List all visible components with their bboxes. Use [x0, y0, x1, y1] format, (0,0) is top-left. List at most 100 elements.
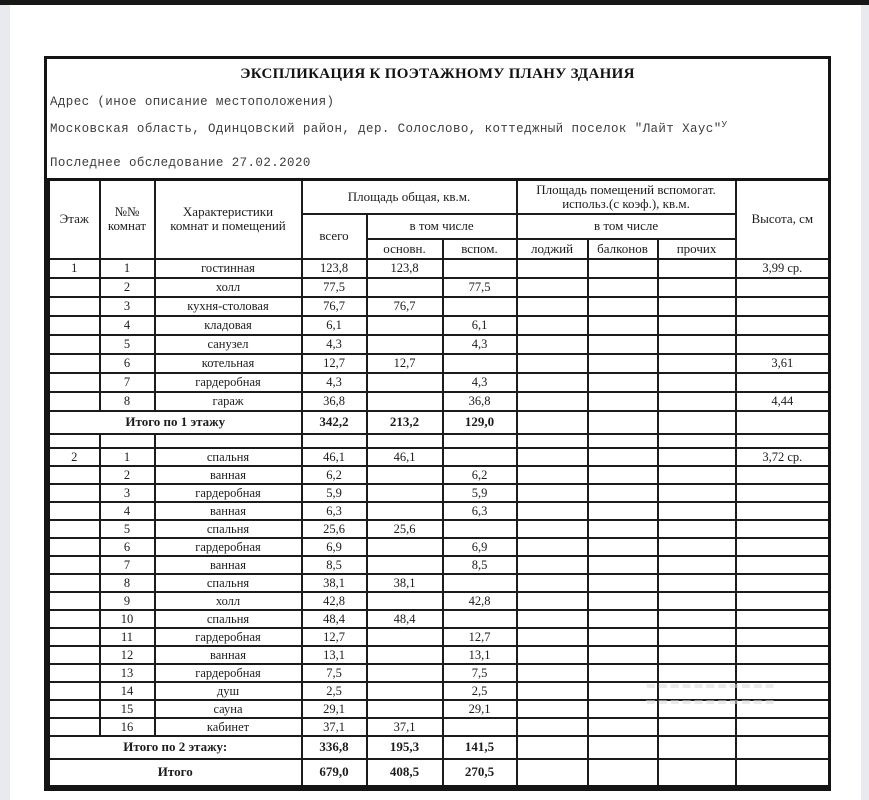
cell: [656, 644, 737, 665]
cell: [734, 464, 831, 485]
cell: [734, 371, 831, 393]
cell: [47, 295, 101, 317]
cell: [734, 295, 831, 317]
room-row: 2 1 спальня 46,1 46,1 3,72 ср.: [47, 446, 831, 467]
cell: [365, 390, 444, 412]
cell: [656, 276, 737, 298]
cell: 29,1: [300, 698, 368, 719]
cell: 29,1: [441, 698, 518, 719]
cell: [47, 500, 101, 521]
cell: 42,8: [300, 590, 368, 611]
cell: [47, 352, 101, 374]
cell: 8,5: [300, 554, 368, 575]
room-row: 1 1 гостинная 123,8 123,8 3,99 ср.: [47, 257, 831, 279]
header-including-2: в том числе: [515, 212, 737, 240]
cell: холл: [153, 590, 303, 611]
cell: [515, 409, 589, 435]
cell: [734, 644, 831, 665]
cell: 8: [98, 572, 156, 593]
cell: 12,7: [365, 352, 444, 374]
cell: 1: [47, 257, 101, 279]
cell: 4: [98, 314, 156, 336]
cell: ванная: [153, 644, 303, 665]
left-margin-strip: [0, 5, 10, 800]
cell: [47, 662, 101, 683]
cell: [47, 536, 101, 557]
cell: [47, 590, 101, 611]
cell: 14: [98, 680, 156, 701]
cell: [656, 608, 737, 629]
cell: [441, 572, 518, 593]
cell: ванная: [153, 500, 303, 521]
header-floor: Этаж: [47, 178, 101, 260]
cell: холл: [153, 276, 303, 298]
cell: душ: [153, 680, 303, 701]
table-header: Этаж №№ комнат Характеристики комнат и п…: [47, 178, 831, 260]
cell: [365, 276, 444, 298]
cell: 4,44: [734, 390, 831, 412]
cell: 6,2: [441, 464, 518, 485]
cell: [515, 500, 589, 521]
cell: 6,3: [300, 500, 368, 521]
room-row: 3 кухня-столовая 76,7 76,7: [47, 295, 831, 317]
cell: [515, 698, 589, 719]
cell: [586, 390, 659, 412]
total-label: Итого по 2 этажу:: [47, 734, 303, 760]
room-row: 2 ванная 6,2 6,2: [47, 464, 831, 485]
cell: 336,8: [300, 734, 368, 760]
cell: котельная: [153, 352, 303, 374]
cell: 129,0: [441, 409, 518, 435]
cell: [47, 482, 101, 503]
cell: 77,5: [441, 276, 518, 298]
table-body: 1 1 гостинная 123,8 123,8 3,99 ср. 2 холл 77,5 7 7…: [47, 257, 831, 787]
cell: 36,8: [441, 390, 518, 412]
cell: 76,7: [365, 295, 444, 317]
cell: 8,5: [441, 554, 518, 575]
cell: 3,99 ср.: [734, 257, 831, 279]
page-title: ЭКСПЛИКАЦИЯ К ПОЭТАЖНОМУ ПЛАНУ ЗДАНИЯ: [240, 66, 635, 82]
cell: [47, 276, 101, 298]
cell: [734, 500, 831, 521]
room-row: 4 ванная 6,3 6,3: [47, 500, 831, 521]
cell: 408,5: [365, 757, 444, 787]
cell: 7: [98, 554, 156, 575]
cell: 5: [98, 518, 156, 539]
cell: 6: [98, 536, 156, 557]
cell: [47, 432, 101, 449]
cell: сауна: [153, 698, 303, 719]
cell: [734, 590, 831, 611]
cell: [515, 590, 589, 611]
cell: [734, 518, 831, 539]
cell: [441, 518, 518, 539]
cell: 2: [98, 464, 156, 485]
cell: [365, 314, 444, 336]
cell: [47, 698, 101, 719]
cell: 6,1: [300, 314, 368, 336]
cell: [441, 432, 518, 449]
cell: [586, 734, 659, 760]
cell: [515, 432, 589, 449]
cell: 5: [98, 333, 156, 355]
cell: [656, 626, 737, 647]
cell: кабинет: [153, 716, 303, 737]
cell: [586, 333, 659, 355]
cell: 12,7: [300, 626, 368, 647]
room-row: 4 кладовая 6,1 6,1: [47, 314, 831, 336]
cell: [586, 352, 659, 374]
header-row-2: всего в том числе в том числе: [49, 212, 830, 260]
cell: [586, 464, 659, 485]
cell: 13,1: [300, 644, 368, 665]
cell: [47, 680, 101, 701]
cell: [586, 626, 659, 647]
cell: 38,1: [365, 572, 444, 593]
cell: [586, 572, 659, 593]
room-row: 13 гардеробная 7,5 7,5: [47, 662, 831, 683]
cell: 37,1: [300, 716, 368, 737]
cell: 15: [98, 698, 156, 719]
cell: [365, 680, 444, 701]
cell: [515, 536, 589, 557]
cell: [586, 662, 659, 683]
cell: 1: [98, 446, 156, 467]
room-row: 14 душ 2,5 2,5: [47, 680, 831, 701]
